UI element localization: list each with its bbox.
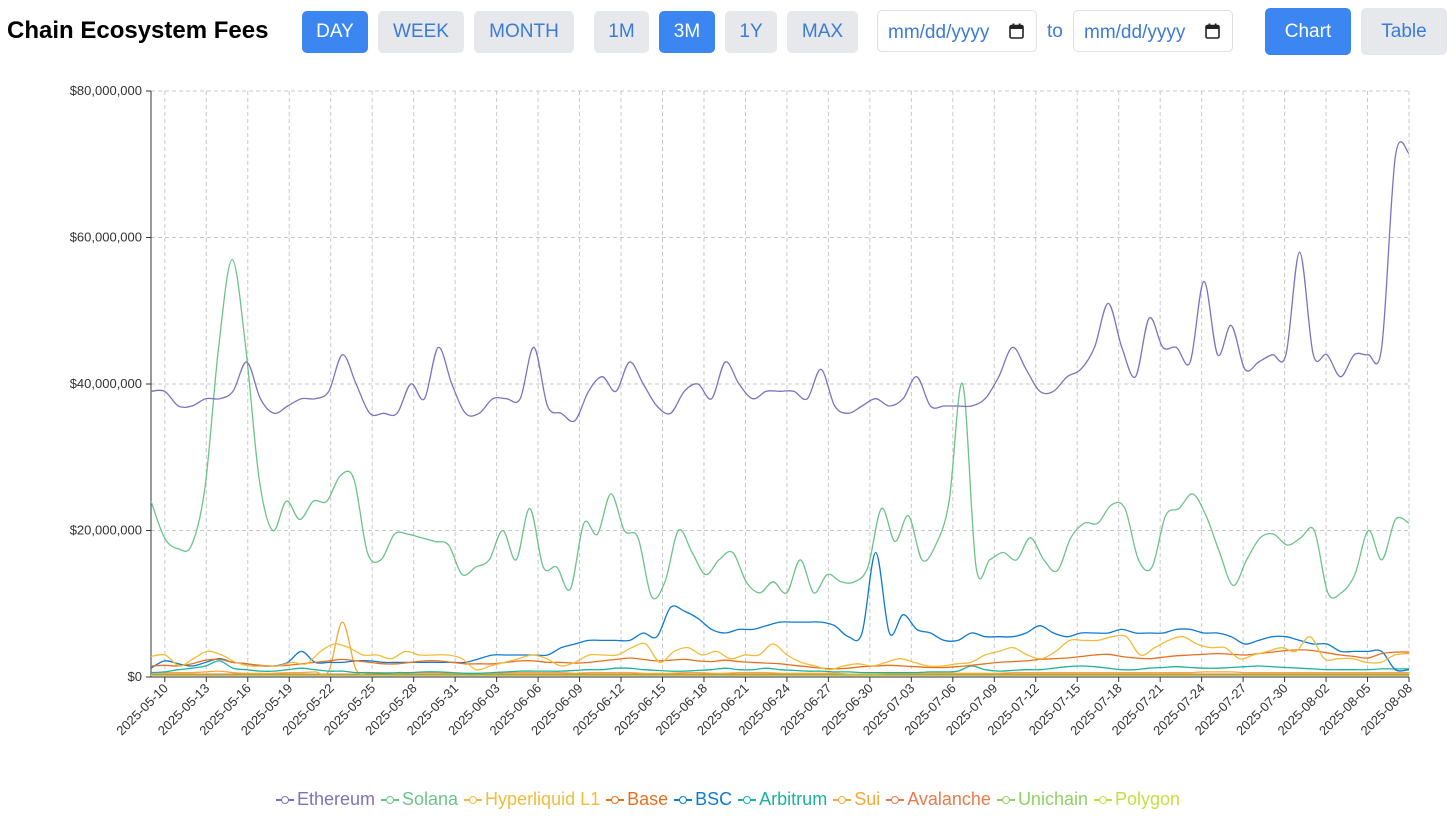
legend-marker-icon [996, 794, 1015, 806]
series-line-sui [151, 621, 1409, 676]
legend-label: Avalanche [907, 789, 991, 809]
legend-item-avalanche[interactable]: Avalanche [886, 789, 991, 810]
legend-item-polygon[interactable]: Polygon [1093, 789, 1181, 810]
range-1y-button[interactable]: 1Y [725, 11, 777, 53]
interval-month-button[interactable]: MONTH [474, 11, 574, 53]
chart-view-button[interactable]: Chart [1265, 8, 1351, 55]
legend-marker-icon [1093, 794, 1112, 806]
legend-item-unichain[interactable]: Unichain [996, 789, 1088, 810]
legend-label: Polygon [1114, 789, 1181, 809]
series-line-base [150, 649, 1410, 670]
range-1m-button[interactable]: 1M [594, 11, 649, 53]
range-max-button[interactable]: MAX [787, 11, 858, 53]
legend-marker-icon [833, 794, 852, 806]
page-title: Chain Ecosystem Fees [7, 17, 269, 44]
legend-marker-icon [464, 794, 483, 806]
date-to-input[interactable]: mm/dd/yyyy [1073, 10, 1233, 52]
legend-marker-icon [738, 794, 757, 806]
legend-label: Arbitrum [759, 789, 828, 809]
series-line-bsc [150, 551, 1410, 672]
legend-label: Solana [401, 789, 459, 809]
calendar-icon[interactable] [1205, 23, 1220, 39]
chart-legend: Ethereum Solana Hyperliquid L1 Base BSC Arbit… [0, 789, 1456, 810]
series-line-arbitrum [150, 660, 1409, 675]
legend-item-arbitrum[interactable]: Arbitrum [738, 789, 827, 810]
date-range-separator: to [1047, 21, 1063, 42]
legend-marker-icon [674, 794, 693, 806]
legend-label: Base [627, 789, 669, 809]
date-from-placeholder: mm/dd/yyyy [888, 22, 990, 43]
legend-label: BSC [695, 789, 733, 809]
legend-label: Sui [854, 789, 881, 809]
fees-line-chart: $0 $20,000,000 $40,000,000 $60,000,000 $80,0… [70, 83, 1415, 738]
legend-item-base[interactable]: Base [606, 789, 668, 810]
range-3m-button[interactable]: 3M [659, 11, 715, 53]
legend-marker-icon [606, 794, 625, 806]
interval-day-button[interactable]: DAY [302, 11, 368, 53]
date-to-placeholder: mm/dd/yyyy [1084, 22, 1186, 43]
legend-label: Ethereum [296, 789, 375, 809]
legend-item-hyperliquid-l1[interactable]: Hyperliquid L1 [464, 789, 600, 810]
legend-label: Unichain [1017, 789, 1088, 809]
table-view-button[interactable]: Table [1361, 8, 1447, 55]
legend-marker-icon [275, 794, 294, 806]
y-tick-label: $80,000,000 [70, 83, 142, 98]
legend-item-solana[interactable]: Solana [380, 789, 459, 810]
y-tick-label: $60,000,000 [70, 230, 142, 245]
y-tick-label: $40,000,000 [70, 376, 142, 391]
series-line-solana [150, 258, 1410, 600]
series-line-hyperliquid-l1 [150, 634, 1410, 671]
legend-item-sui[interactable]: Sui [833, 789, 880, 810]
legend-marker-icon [380, 794, 399, 806]
y-tick-label: $20,000,000 [70, 523, 142, 538]
legend-item-ethereum[interactable]: Ethereum [275, 789, 375, 810]
series-line-ethereum [150, 141, 1410, 423]
legend-item-bsc[interactable]: BSC [674, 789, 732, 810]
legend-label: Hyperliquid L1 [485, 789, 601, 809]
interval-week-button[interactable]: WEEK [378, 11, 464, 53]
calendar-icon[interactable] [1009, 23, 1024, 39]
date-from-input[interactable]: mm/dd/yyyy [877, 10, 1037, 52]
y-tick-label: $0 [128, 669, 142, 684]
legend-marker-icon [886, 794, 905, 806]
